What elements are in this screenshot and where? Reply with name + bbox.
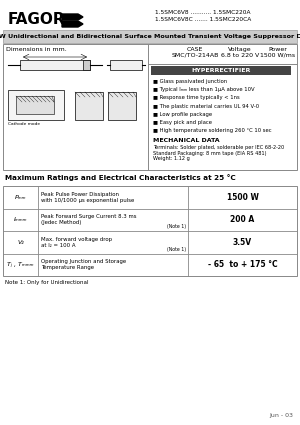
- Text: Max. forward voltage drop: Max. forward voltage drop: [41, 237, 112, 242]
- Text: at I₂ = 100 A: at I₂ = 100 A: [41, 243, 76, 248]
- Polygon shape: [62, 14, 83, 20]
- Text: 1.5SMC6V8 ........... 1.5SMC220A: 1.5SMC6V8 ........... 1.5SMC220A: [155, 10, 250, 15]
- Text: Cathode mode: Cathode mode: [8, 122, 40, 126]
- Text: 1500 W: 1500 W: [226, 193, 258, 202]
- Text: Weight: 1.12 g: Weight: 1.12 g: [153, 156, 190, 162]
- Text: Dimensions in mm.: Dimensions in mm.: [6, 47, 67, 52]
- Text: 1500 W Unidirectional and Bidirectional Surface Mounted Transient Voltage Suppre: 1500 W Unidirectional and Bidirectional …: [0, 34, 300, 39]
- Bar: [16, 96, 54, 114]
- Bar: [108, 92, 136, 120]
- Text: Voltage
6.8 to 220 V: Voltage 6.8 to 220 V: [221, 47, 259, 58]
- Text: ■ Easy pick and place: ■ Easy pick and place: [153, 120, 212, 125]
- Text: Power
1500 W/ms: Power 1500 W/ms: [260, 47, 296, 58]
- Bar: [20, 60, 90, 70]
- Text: ■ High temperature soldering 260 °C 10 sec: ■ High temperature soldering 260 °C 10 s…: [153, 128, 272, 133]
- Bar: [3, 30, 297, 43]
- Bar: [83, 60, 90, 70]
- Text: ■ Glass passivated junction: ■ Glass passivated junction: [153, 79, 227, 84]
- Text: (Note 1): (Note 1): [167, 224, 186, 229]
- Bar: [75, 92, 103, 120]
- Bar: [8, 90, 64, 120]
- Text: 200 A: 200 A: [230, 215, 255, 224]
- Text: ■ Response time typically < 1ns: ■ Response time typically < 1ns: [153, 95, 240, 100]
- Text: Pₘₘ: Pₘₘ: [15, 195, 26, 200]
- Text: (Note 1): (Note 1): [167, 246, 186, 252]
- Text: FAGOR: FAGOR: [8, 12, 66, 27]
- Text: Operating Junction and Storage: Operating Junction and Storage: [41, 259, 126, 264]
- Text: ■ Typical Iₘₘ less than 1μA above 10V: ■ Typical Iₘₘ less than 1μA above 10V: [153, 87, 255, 92]
- Text: CASE
SMC/TO-214AB: CASE SMC/TO-214AB: [171, 47, 219, 58]
- Text: Standard Packaging: 8 mm tape (EIA RS 481): Standard Packaging: 8 mm tape (EIA RS 48…: [153, 151, 266, 156]
- Text: (Jedec Method): (Jedec Method): [41, 220, 81, 225]
- Text: - 65  to + 175 °C: - 65 to + 175 °C: [208, 260, 277, 269]
- Text: MECHANICAL DATA: MECHANICAL DATA: [153, 139, 220, 143]
- Text: 1.5SMC6V8C ....... 1.5SMC220CA: 1.5SMC6V8C ....... 1.5SMC220CA: [155, 17, 251, 22]
- Text: HYPERRECTIFIER: HYPERRECTIFIER: [191, 68, 251, 73]
- Text: Peak Forward Surge Current 8.3 ms: Peak Forward Surge Current 8.3 ms: [41, 214, 136, 219]
- Text: ■ The plastic material carries UL 94 V-0: ■ The plastic material carries UL 94 V-0: [153, 104, 259, 109]
- Text: Jun - 03: Jun - 03: [269, 413, 293, 418]
- Bar: [3, 44, 297, 170]
- Polygon shape: [62, 21, 83, 27]
- Text: Tⱼ , Tₘₘₘ: Tⱼ , Tₘₘₘ: [7, 262, 34, 267]
- Text: ■ Low profile package: ■ Low profile package: [153, 112, 212, 117]
- Text: Temperature Range: Temperature Range: [41, 265, 94, 270]
- Text: Maximum Ratings and Electrical Characteristics at 25 °C: Maximum Ratings and Electrical Character…: [5, 174, 236, 181]
- Bar: [3, 186, 297, 276]
- Text: Peak Pulse Power Dissipation: Peak Pulse Power Dissipation: [41, 192, 119, 197]
- Text: V₂: V₂: [17, 240, 24, 245]
- Text: Note 1: Only for Unidirectional: Note 1: Only for Unidirectional: [5, 280, 88, 285]
- Text: Terminals: Solder plated, solderable per IEC 68-2-20: Terminals: Solder plated, solderable per…: [153, 145, 284, 150]
- Text: Iₘₘₘ: Iₘₘₘ: [14, 217, 27, 222]
- Text: 3.5V: 3.5V: [233, 238, 252, 247]
- Bar: [110, 60, 142, 70]
- Bar: [151, 66, 291, 75]
- Text: with 10/1000 μs exponential pulse: with 10/1000 μs exponential pulse: [41, 198, 134, 203]
